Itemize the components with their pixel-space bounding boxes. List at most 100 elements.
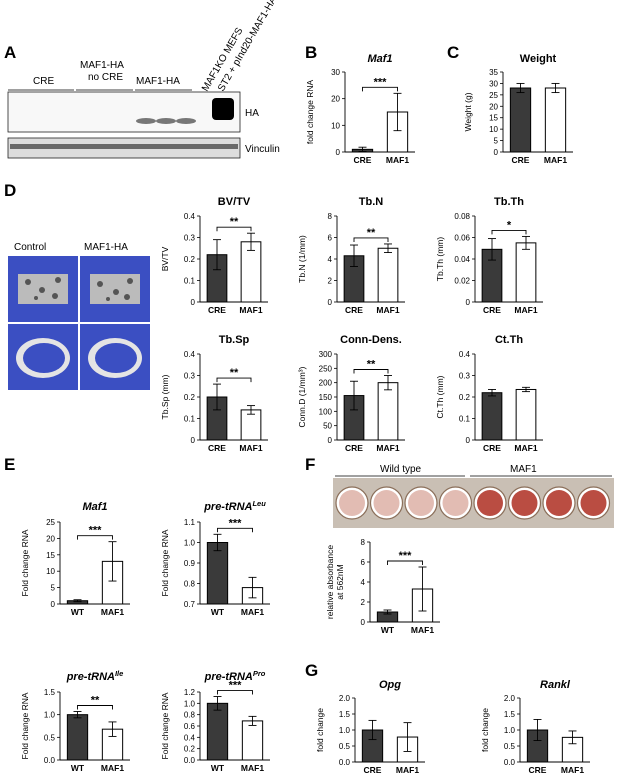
y-tick-label: 0.8 (184, 711, 196, 720)
significance-bracket (77, 705, 113, 710)
chart-bvtv: BV/TV 0 0.1 0.2 0.3 0.4 BV/TV CRE MAF1 ** (160, 196, 268, 315)
y-tick-label: 1.1 (184, 518, 196, 527)
y-tick-label: 5 (51, 584, 56, 593)
chart-b: Maf1 0 10 20 30 fold change RNA CRE MAF1 *** (305, 53, 415, 165)
bar (241, 720, 264, 761)
y-tick-label: 10 (489, 125, 498, 134)
plate-well-stain (442, 490, 469, 516)
bar (206, 542, 229, 605)
x-tick-label: CRE (354, 155, 372, 165)
chart-e2: pre-tRNALeu 0.7 0.8 0.9 1.0 1.1 Fold change RN… (160, 499, 270, 617)
plate-well-stain (373, 490, 400, 516)
y-tick-label: 0 (466, 298, 471, 307)
y-tick-label: 2.0 (339, 694, 351, 703)
plate-wells (335, 486, 611, 520)
y-tick-label: 0.5 (44, 733, 56, 742)
y-tick-label: 250 (319, 364, 333, 373)
y-axis-label: fold change RNA (305, 80, 315, 145)
y-tick-label: 0.4 (184, 350, 196, 359)
y-tick-label: 200 (319, 379, 333, 388)
charts-layer: Maf1 0 10 20 30 fold change RNA CRE MAF1 *** Weig… (20, 53, 590, 775)
y-tick-label: 0.7 (184, 600, 196, 609)
plate-label-wildtype: Wild type (380, 464, 422, 475)
chart-e3: pre-tRNAIle 0.0 0.5 1.0 1.5 Fold change RNA WT… (20, 669, 130, 773)
y-axis-label: Ct.Th (mm) (435, 375, 445, 418)
y-axis-label: Weight (g) (463, 92, 473, 131)
chart-title: Maf1 (367, 53, 392, 65)
y-tick-label: 25 (489, 91, 498, 100)
bar (509, 87, 532, 153)
y-tick-label: 0.3 (459, 372, 471, 381)
x-tick-label: MAF1 (101, 763, 124, 773)
bar (515, 388, 537, 441)
y-tick-label: 2.0 (504, 694, 516, 703)
chart-e4: pre-tRNAPro 0.0 0.2 0.4 0.6 0.8 1.0 1.2 Fold cha… (160, 669, 270, 773)
chart-title: Ct.Th (495, 334, 523, 346)
y-tick-label: 0.2 (459, 393, 471, 402)
chart-title: pre-tRNALeu (203, 499, 266, 514)
microct-images: Control MAF1-HA (8, 242, 150, 390)
x-tick-label: MAF1 (239, 305, 262, 315)
y-tick-label: 1.5 (504, 710, 516, 719)
chart-title: pre-tRNAIle (66, 669, 124, 684)
bar (544, 87, 567, 153)
x-tick-label: CRE (345, 305, 363, 315)
plate-well-stain (408, 490, 434, 516)
y-tick-label: 300 (319, 350, 333, 359)
x-tick-label: CRE (208, 443, 226, 453)
y-tick-label: 0 (191, 298, 196, 307)
x-tick-label: WT (381, 625, 395, 635)
y-tick-label: 0.4 (184, 733, 196, 742)
significance-bracket (77, 535, 113, 540)
x-tick-label: MAF1 (396, 765, 419, 775)
x-tick-label: WT (71, 763, 85, 773)
significance-label: *** (399, 550, 413, 562)
y-tick-label: 30 (331, 68, 340, 77)
x-tick-label: MAF1 (241, 763, 264, 773)
x-tick-label: MAF1 (514, 305, 537, 315)
y-tick-label: 1.0 (504, 726, 516, 735)
chart-title: Rankl (540, 679, 571, 691)
y-tick-label: 0.1 (184, 415, 196, 424)
chart-f: 0 2 4 6 8 relative absorbanceat 562nM WT MAF1 **… (325, 538, 440, 635)
chart-ctth: Ct.Th 0 0.1 0.2 0.3 0.4 Ct.Th (mm) CRE MAF1 (435, 334, 543, 453)
chart-title: BV/TV (218, 196, 251, 208)
y-tick-label: 0.3 (184, 234, 196, 243)
y-axis-label: Fold change RNA (20, 692, 30, 759)
y-tick-label: 0.0 (339, 758, 351, 767)
x-tick-label: CRE (483, 443, 501, 453)
significance-bracket (387, 560, 423, 565)
y-tick-label: 0 (191, 436, 196, 445)
x-tick-label: CRE (512, 155, 530, 165)
y-tick-label: 0.0 (44, 756, 56, 765)
significance-bracket (217, 527, 253, 533)
significance-label: *** (374, 76, 388, 88)
y-tick-label: 6 (328, 234, 333, 243)
plate-well-stain (339, 490, 365, 516)
y-axis-label: Tb.N (1/mm) (297, 235, 307, 283)
y-axis-label: fold change (315, 708, 325, 752)
x-tick-label: WT (71, 607, 85, 617)
panel-letter-d: D (4, 181, 16, 200)
chart-title: pre-tRNAPro (204, 669, 266, 684)
chart-c: Weight 0 5 10 15 20 25 30 35 Weight (g) CRE MAF1 (463, 53, 573, 165)
panel-letter-b: B (305, 43, 317, 62)
y-tick-label: 8 (361, 538, 366, 547)
blot-group-maf1-ha: MAF1-HA (136, 76, 180, 87)
y-tick-label: 20 (331, 95, 340, 104)
y-tick-label: 0 (328, 436, 333, 445)
y-tick-label: 0.6 (184, 722, 196, 731)
x-tick-label: CRE (483, 305, 501, 315)
x-tick-label: MAF1 (376, 443, 399, 453)
y-axis-label: Fold change RNA (160, 529, 170, 596)
y-tick-label: 25 (46, 518, 55, 527)
significance-label: *** (229, 680, 243, 692)
x-tick-label: MAF1 (241, 607, 264, 617)
y-tick-label: 1.5 (44, 688, 56, 697)
chart-title: Maf1 (82, 501, 107, 513)
y-axis-label: Conn.D (1/mm³) (297, 366, 307, 427)
significance-label: *** (229, 517, 243, 529)
y-tick-label: 8 (328, 212, 333, 221)
y-tick-label: 0.9 (184, 559, 196, 568)
